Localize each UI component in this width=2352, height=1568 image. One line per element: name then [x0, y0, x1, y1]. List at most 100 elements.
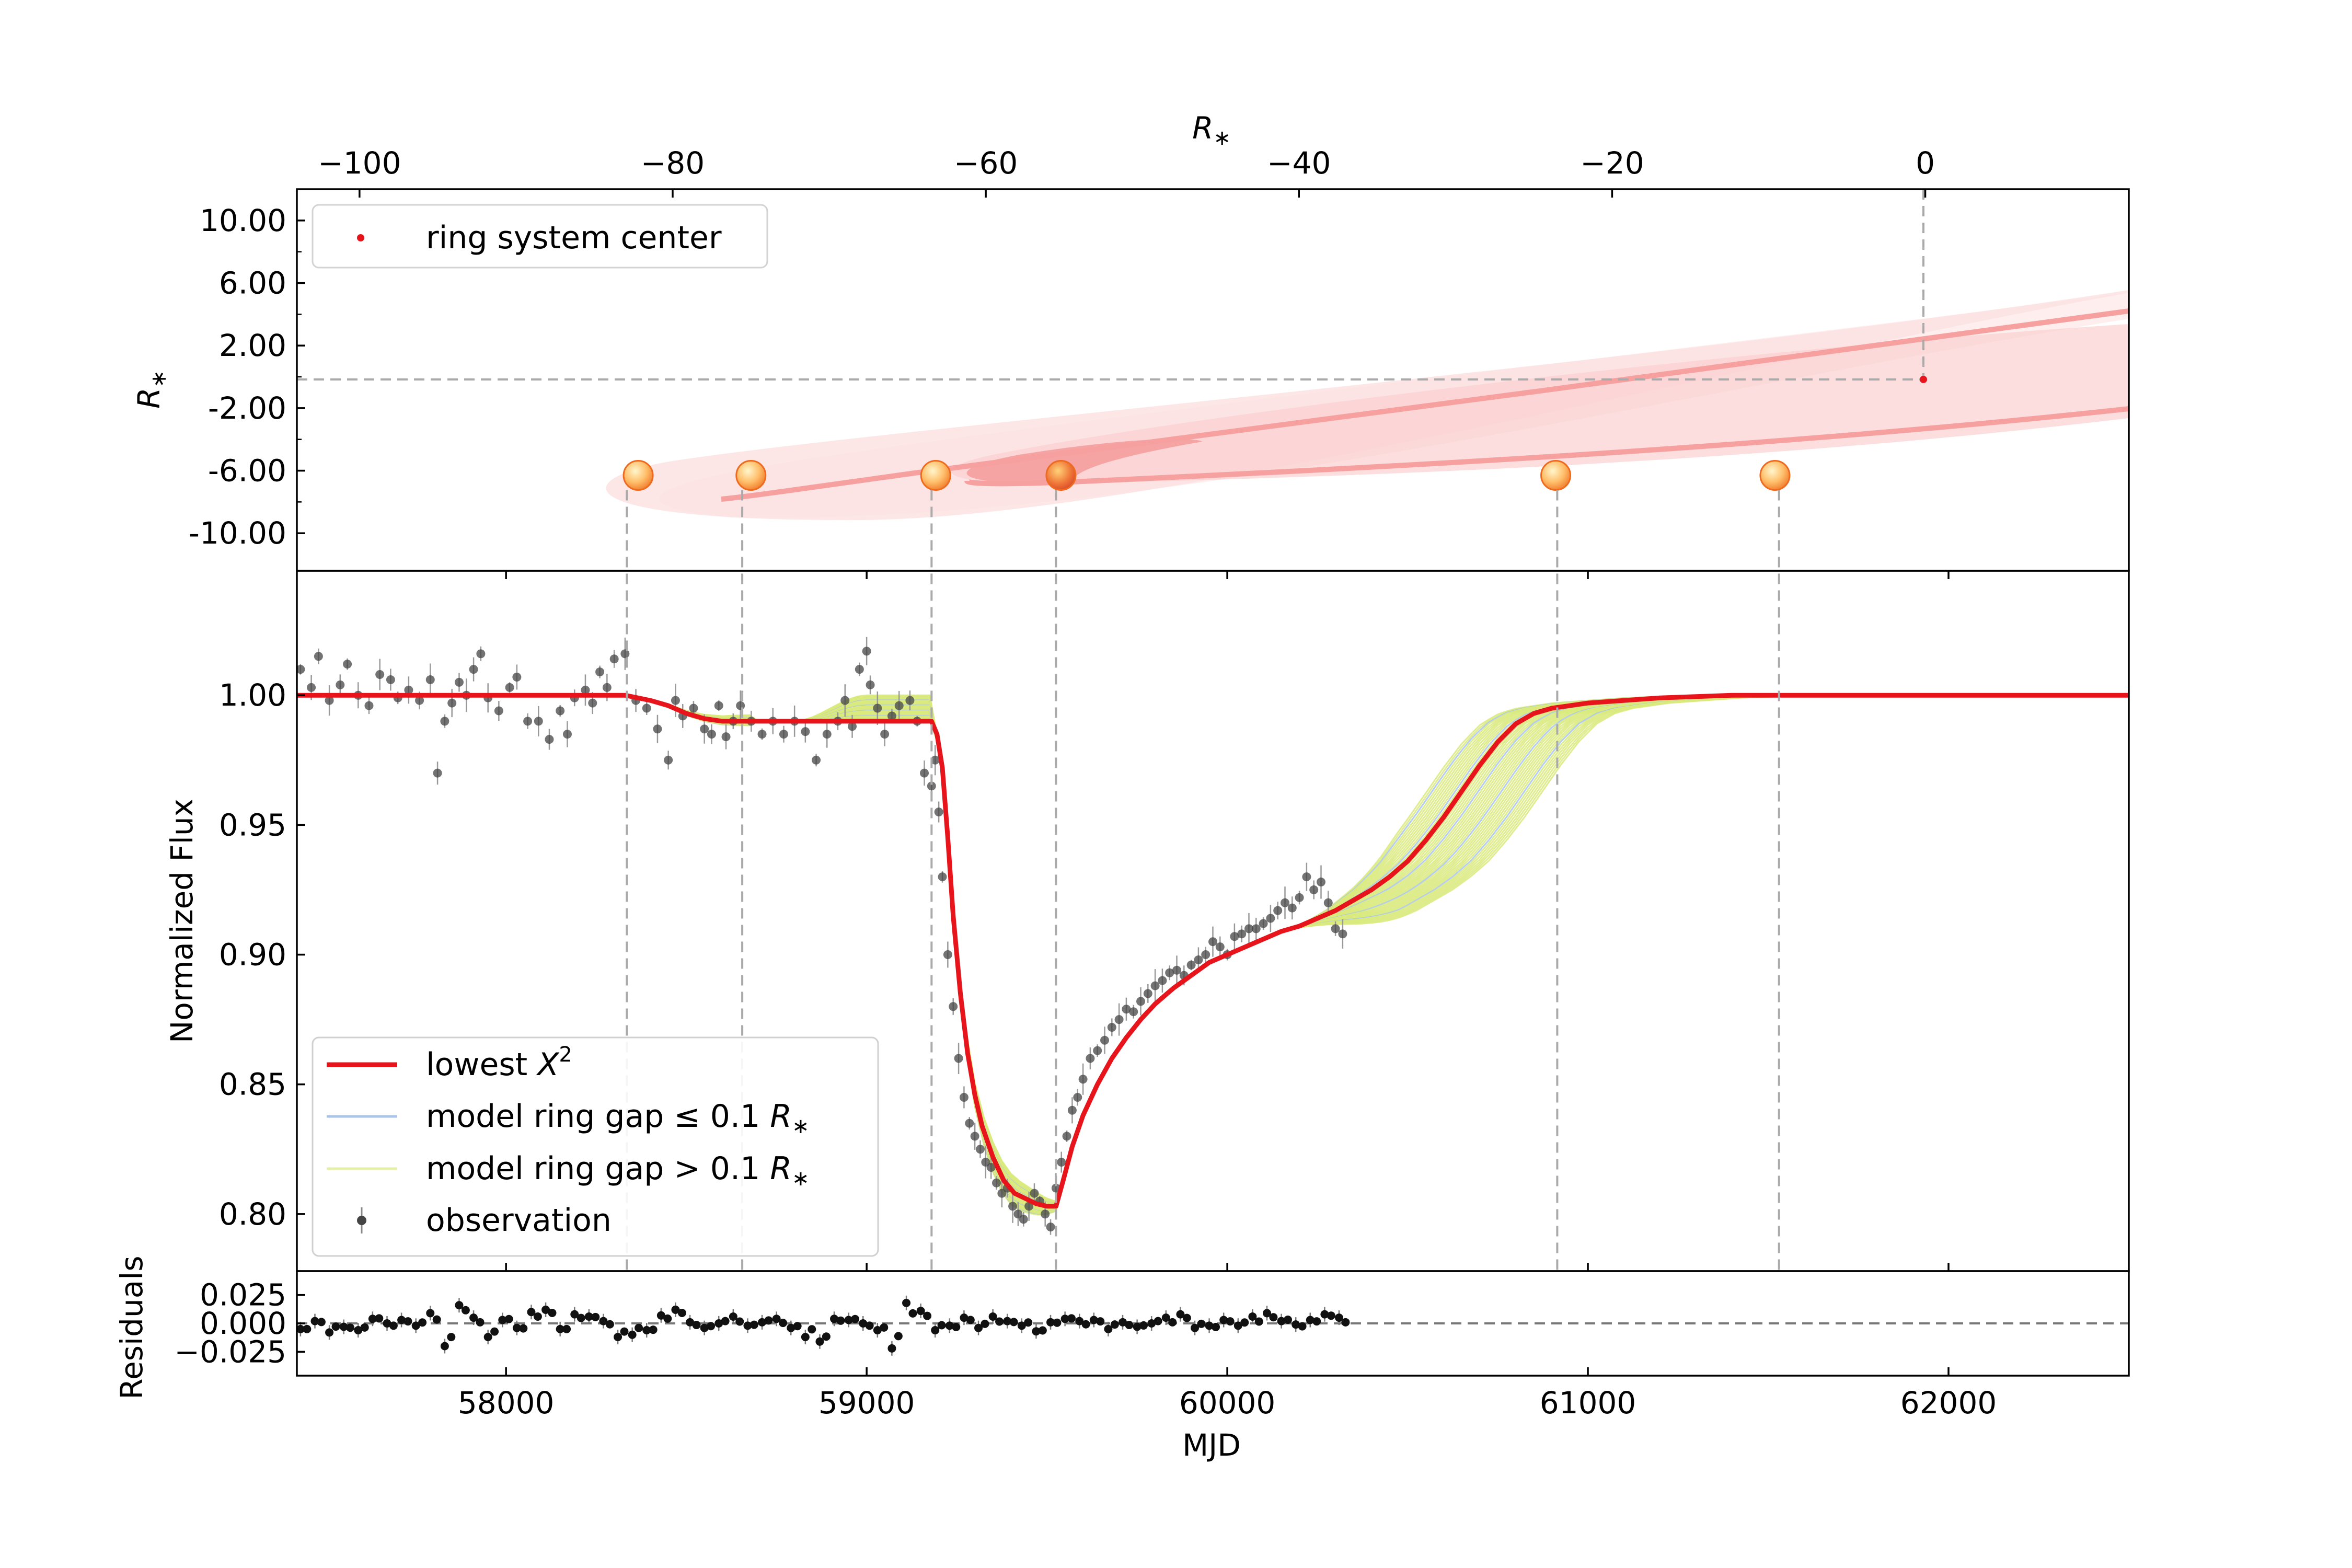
ring-edge-lower	[964, 406, 2129, 487]
residual-y-tick-label: 0.025	[200, 1277, 286, 1313]
residual-point	[310, 1317, 319, 1325]
residual-point	[1182, 1313, 1191, 1322]
residual-point	[642, 1326, 651, 1335]
residual-point	[1197, 1319, 1206, 1328]
main-x-ticks	[505, 571, 1950, 1271]
observation-point	[779, 730, 788, 739]
observation-point	[1208, 937, 1217, 947]
observation-point	[336, 680, 345, 689]
observation-point	[609, 654, 619, 664]
observation-point	[454, 677, 464, 687]
observation-point	[602, 683, 612, 692]
residual-point	[1320, 1310, 1329, 1319]
observation-point	[523, 717, 533, 726]
residual-point	[1067, 1314, 1076, 1323]
residual-point	[707, 1322, 716, 1331]
residual-point	[721, 1317, 730, 1325]
residual-point	[368, 1315, 377, 1323]
top-x-axis-label: R∗	[1192, 110, 1231, 150]
observation-point	[505, 683, 514, 692]
residual-point	[981, 1319, 989, 1328]
top-y-tick-label: 6.00	[219, 266, 286, 301]
top-y-tick-label: 2.00	[219, 328, 286, 363]
residual-point	[461, 1306, 470, 1315]
observation-point	[620, 649, 630, 659]
star-positions	[622, 460, 1791, 491]
star-disk	[920, 460, 951, 491]
residual-point	[469, 1313, 478, 1322]
x-axis-label-mjd: MJD	[1182, 1427, 1241, 1463]
residual-point	[677, 1309, 686, 1317]
observation-point	[512, 672, 522, 682]
residual-point	[988, 1312, 997, 1321]
observation-point	[415, 696, 424, 705]
observation-point	[325, 696, 334, 705]
residual-point	[1053, 1318, 1062, 1327]
residual-point	[354, 1326, 363, 1335]
residual-point	[793, 1322, 802, 1331]
main-y-ticks: 1.00 0.95 0.90 0.85 0.80	[219, 677, 305, 1232]
residual-point	[1009, 1318, 1018, 1327]
residual-point	[743, 1321, 752, 1330]
observation-point	[562, 730, 572, 739]
residual-point	[764, 1316, 773, 1325]
residual-point	[880, 1323, 889, 1332]
observation-point	[1244, 924, 1253, 933]
residual-point	[1075, 1317, 1084, 1325]
residual-point	[317, 1318, 326, 1327]
residual-point	[1096, 1317, 1105, 1326]
residual-point	[1219, 1316, 1228, 1324]
observation-point	[1067, 1105, 1077, 1115]
residual-point	[1125, 1321, 1134, 1330]
residual-point	[1269, 1313, 1278, 1322]
residual-point	[1133, 1322, 1142, 1331]
observation-point	[1201, 950, 1210, 960]
residual-point	[360, 1323, 369, 1332]
main-y-axis-label: Normalized Flux	[164, 799, 200, 1043]
top-x-tick-label: −80	[641, 145, 705, 181]
residual-point	[591, 1312, 600, 1321]
residual-point	[1306, 1316, 1315, 1324]
residual-point	[859, 1319, 868, 1328]
observation-point	[822, 730, 832, 739]
residual-point	[887, 1344, 896, 1353]
observation-point	[1287, 903, 1297, 913]
observation-point	[855, 665, 864, 674]
residual-point	[1081, 1320, 1090, 1329]
observation-point	[664, 755, 673, 765]
legend-label-ring-center: ring system center	[426, 220, 722, 256]
observation-point	[1041, 1209, 1050, 1219]
residual-point	[902, 1298, 911, 1307]
observation-point	[801, 727, 810, 736]
observation-point	[375, 670, 385, 679]
residual-point	[548, 1309, 557, 1317]
residual-point	[519, 1324, 528, 1333]
top-x-tick-label: −20	[1580, 145, 1644, 181]
residual-points	[297, 1295, 1350, 1356]
residual-point	[418, 1318, 427, 1327]
residual-point	[1233, 1321, 1242, 1330]
observation-point	[588, 698, 597, 708]
residual-y-tick-label: 0.000	[200, 1306, 286, 1341]
main-y-tick-label: 0.90	[219, 937, 286, 973]
residual-point	[1089, 1316, 1098, 1324]
residual-point	[686, 1318, 695, 1327]
residual-point	[750, 1320, 758, 1329]
lowest-chi2-curve	[297, 693, 2129, 1209]
residual-point	[455, 1301, 464, 1310]
observation-point	[1259, 919, 1268, 928]
light-curve-panel: 1.00 0.95 0.90 0.85 0.80 Normalized Flux low…	[164, 490, 2130, 1272]
residual-point	[447, 1333, 456, 1342]
residual-point	[808, 1325, 816, 1334]
residual-y-tick-label: −0.025	[174, 1334, 286, 1369]
observation-point	[1215, 942, 1225, 952]
legend-label-lowest-chi2: lowest X2	[426, 1043, 572, 1083]
residual-point	[836, 1316, 845, 1325]
observation-point	[954, 1054, 963, 1063]
residual-point	[729, 1312, 737, 1321]
x-tick-label-mjd: 61000	[1540, 1385, 1636, 1421]
observation-point	[975, 1145, 985, 1154]
residual-point	[1312, 1317, 1321, 1326]
residual-point	[1038, 1326, 1047, 1335]
observation-point	[970, 1132, 979, 1141]
